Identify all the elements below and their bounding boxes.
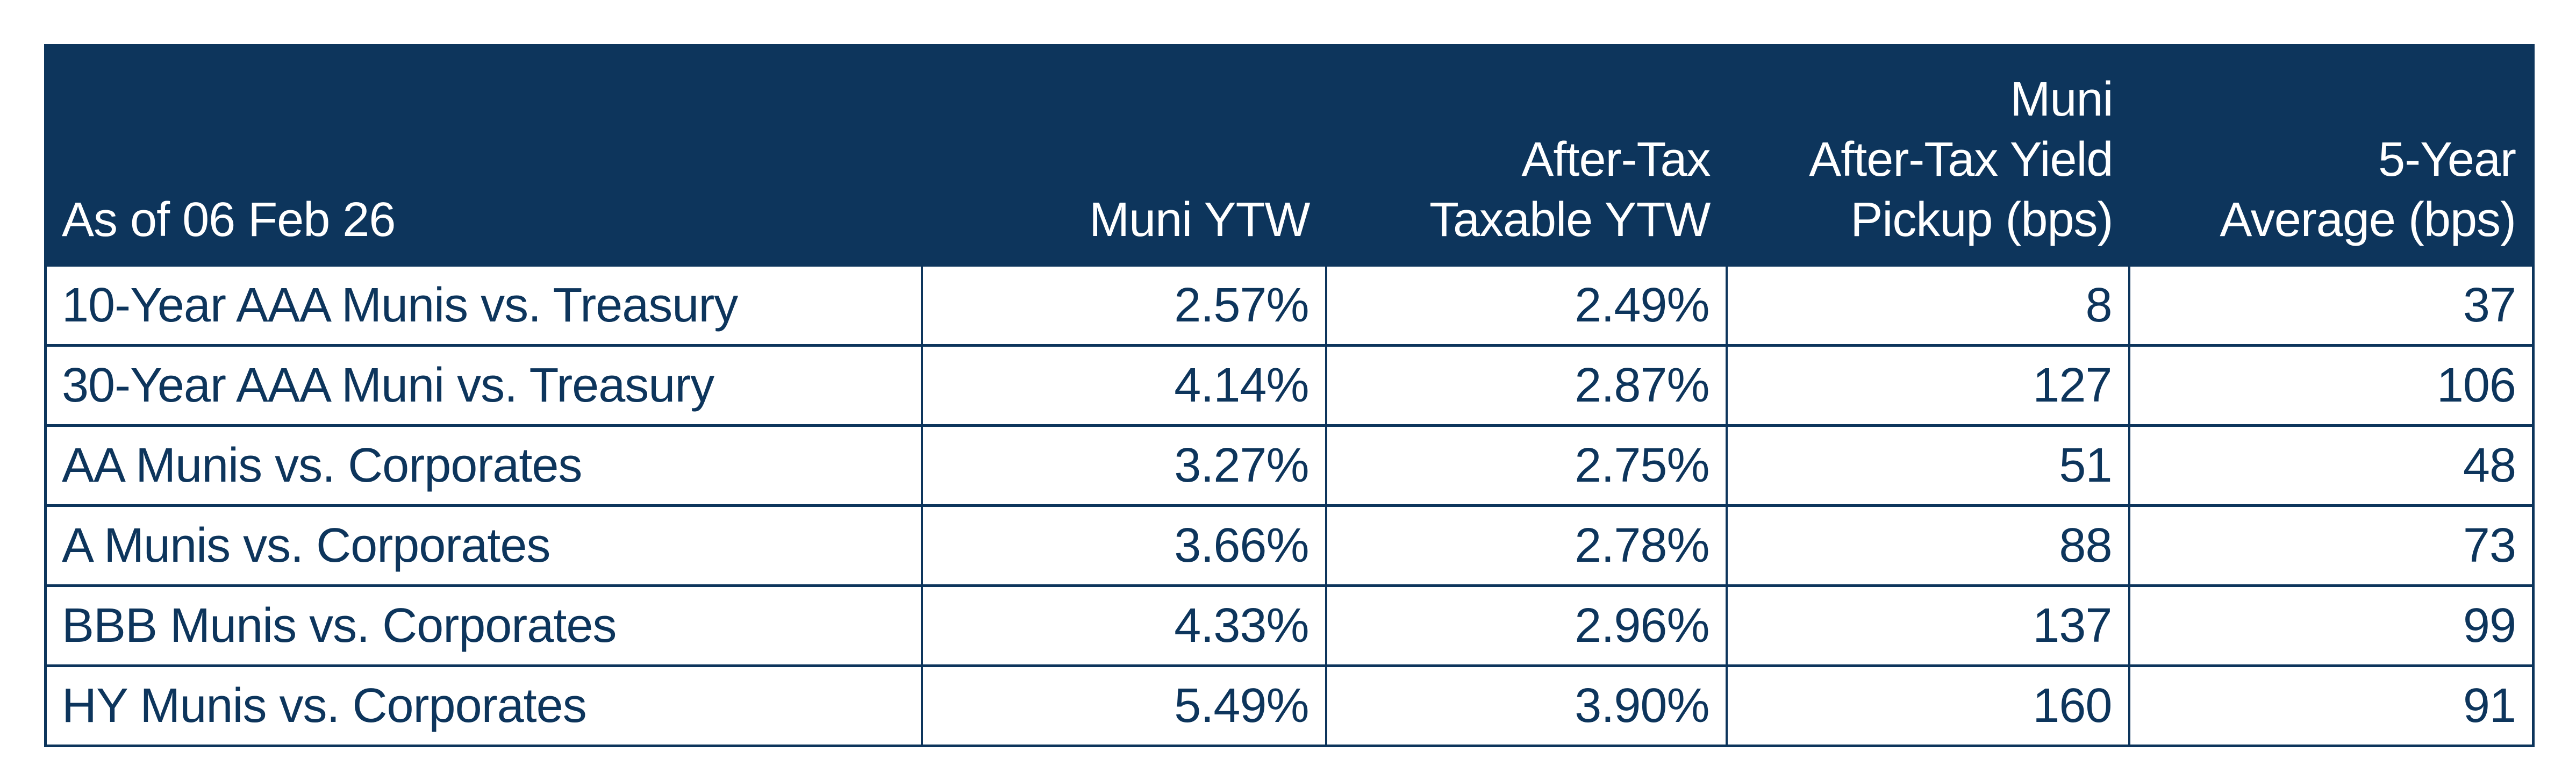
- value-cell-after-tax-ytw: 2.78%: [1325, 504, 1728, 587]
- value-cell-muni-ytw: 3.27%: [920, 424, 1327, 507]
- value-cell-5yr-avg-bps: 48: [2128, 424, 2535, 507]
- as-of-date-label: As of 06 Feb 26: [62, 193, 396, 247]
- value-cell-muni-ytw: 3.66%: [920, 504, 1327, 587]
- value-cell-pickup-bps: 137: [1725, 584, 2130, 667]
- value-cell-5yr-avg-bps: 73: [2128, 504, 2535, 587]
- muni-yield-table: As of 06 Feb 26 Muni YTW After-Tax Taxab…: [44, 44, 2535, 747]
- value-cell-5yr-avg-bps: 99: [2128, 584, 2535, 667]
- row-label-cell: HY Munis vs. Corporates: [44, 664, 923, 747]
- value-cell-after-tax-ytw: 2.96%: [1325, 584, 1728, 667]
- header-muni-ytw: Muni YTW: [921, 45, 1326, 266]
- row-label-cell: A Munis vs. Corporates: [44, 504, 923, 587]
- value-cell-pickup-bps: 51: [1725, 424, 2130, 507]
- header-date-cell: As of 06 Feb 26: [45, 45, 922, 266]
- value-cell-after-tax-ytw: 2.75%: [1325, 424, 1728, 507]
- header-pickup-line2: After-Tax Yield: [1809, 133, 2113, 187]
- table-row: A Munis vs. Corporates 3.66% 2.78% 88 73: [44, 504, 2535, 587]
- table-row: 10-Year AAA Munis vs. Treasury 2.57% 2.4…: [44, 264, 2535, 347]
- table-row: HY Munis vs. Corporates 5.49% 3.90% 160 …: [44, 664, 2535, 747]
- value-cell-pickup-bps: 8: [1725, 264, 2130, 347]
- row-label-cell: BBB Munis vs. Corporates: [44, 584, 923, 667]
- header-after-tax-line2: Taxable YTW: [1429, 193, 1711, 247]
- header-muni-ytw-label: Muni YTW: [1089, 193, 1310, 247]
- value-cell-muni-ytw: 2.57%: [920, 264, 1327, 347]
- header-5yr-line2: Average (bps): [2220, 193, 2516, 247]
- value-cell-after-tax-ytw: 2.87%: [1325, 344, 1728, 427]
- value-cell-muni-ytw: 5.49%: [920, 664, 1327, 747]
- header-5yr-line1: 5-Year: [2378, 133, 2516, 187]
- value-cell-pickup-bps: 88: [1725, 504, 2130, 587]
- header-5-year-average: 5-Year Average (bps): [2129, 45, 2534, 266]
- table-row: AA Munis vs. Corporates 3.27% 2.75% 51 4…: [44, 424, 2535, 507]
- value-cell-5yr-avg-bps: 37: [2128, 264, 2535, 347]
- value-cell-pickup-bps: 160: [1725, 664, 2130, 747]
- header-pickup-line1: Muni: [2010, 73, 2113, 126]
- header-after-tax-taxable-ytw: After-Tax Taxable YTW: [1326, 45, 1727, 266]
- row-label-cell: 10-Year AAA Munis vs. Treasury: [44, 264, 923, 347]
- row-label-cell: AA Munis vs. Corporates: [44, 424, 923, 507]
- value-cell-muni-ytw: 4.33%: [920, 584, 1327, 667]
- header-pickup-line3: Pickup (bps): [1850, 193, 2113, 247]
- table-header-row: As of 06 Feb 26 Muni YTW After-Tax Taxab…: [45, 45, 2534, 266]
- header-after-tax-line1: After-Tax: [1521, 133, 1711, 187]
- muni-yield-table-container: As of 06 Feb 26 Muni YTW After-Tax Taxab…: [44, 44, 2535, 747]
- value-cell-muni-ytw: 4.14%: [920, 344, 1327, 427]
- row-label-cell: 30-Year AAA Muni vs. Treasury: [44, 344, 923, 427]
- value-cell-5yr-avg-bps: 91: [2128, 664, 2535, 747]
- header-muni-after-tax-yield-pickup: Muni After-Tax Yield Pickup (bps): [1726, 45, 2129, 266]
- value-cell-after-tax-ytw: 2.49%: [1325, 264, 1728, 347]
- value-cell-after-tax-ytw: 3.90%: [1325, 664, 1728, 747]
- value-cell-5yr-avg-bps: 106: [2128, 344, 2535, 427]
- value-cell-pickup-bps: 127: [1725, 344, 2130, 427]
- table-row: BBB Munis vs. Corporates 4.33% 2.96% 137…: [44, 584, 2535, 667]
- table-row: 30-Year AAA Muni vs. Treasury 4.14% 2.87…: [44, 344, 2535, 427]
